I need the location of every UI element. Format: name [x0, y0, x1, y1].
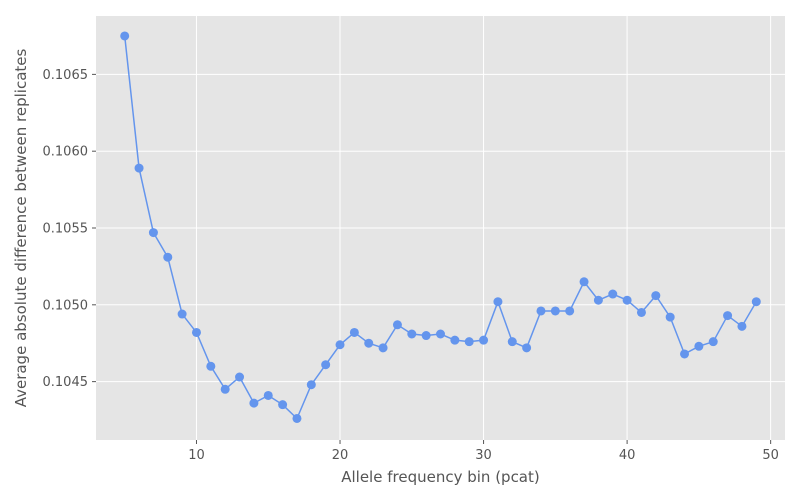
y-tick-label: 0.1055: [43, 222, 89, 237]
data-point: [263, 390, 273, 400]
data-point: [421, 331, 431, 341]
data-point: [593, 295, 603, 305]
data-point: [737, 321, 747, 331]
series-points: [120, 31, 761, 423]
x-tick-label: 10: [188, 448, 205, 463]
data-point: [392, 320, 402, 330]
data-point: [364, 338, 374, 348]
data-point: [622, 295, 632, 305]
y-tick-label: 0.1065: [43, 68, 89, 83]
data-point: [335, 340, 345, 350]
data-point: [450, 335, 460, 345]
data-point: [148, 228, 158, 238]
data-point: [278, 400, 288, 410]
data-point: [321, 360, 331, 370]
data-point: [579, 277, 589, 287]
data-point: [536, 306, 546, 316]
data-point: [163, 252, 173, 262]
data-point: [220, 384, 230, 394]
data-point: [464, 337, 474, 347]
data-point: [292, 413, 302, 423]
data-point: [349, 327, 359, 337]
x-tick-label: 50: [762, 448, 779, 463]
data-point: [708, 337, 718, 347]
y-tick-label: 0.1060: [43, 145, 89, 160]
data-point: [522, 343, 532, 353]
data-point: [723, 311, 733, 321]
data-point: [191, 327, 201, 337]
data-point: [636, 307, 646, 317]
data-point: [507, 337, 517, 347]
x-tick-label: 20: [332, 448, 349, 463]
data-point: [479, 335, 489, 345]
data-point: [306, 380, 316, 390]
y-axis-label: Average absolute difference between repl…: [12, 49, 30, 408]
data-point: [436, 329, 445, 339]
data-point: [206, 361, 216, 371]
data-point: [177, 309, 187, 319]
data-point: [751, 297, 761, 307]
data-point: [694, 341, 704, 351]
tick-labels: 10 20 30 40 50 0.1045 0.1050 0.1055 0.1060 0.1065: [43, 68, 779, 463]
y-tick-label: 0.1045: [43, 375, 89, 390]
data-point: [407, 329, 417, 339]
x-axis-label: Allele frequency bin (pcat): [341, 468, 540, 486]
data-point: [565, 306, 575, 316]
data-point: [608, 289, 618, 299]
data-point: [378, 343, 388, 353]
data-point: [493, 297, 503, 307]
data-point: [235, 372, 245, 382]
grid-lines: [96, 16, 785, 440]
y-tick-label: 0.1050: [43, 298, 89, 313]
data-point: [680, 349, 690, 359]
x-tick-label: 30: [475, 448, 492, 463]
data-point: [249, 398, 259, 408]
data-point: [120, 31, 130, 41]
x-tick-label: 40: [619, 448, 636, 463]
data-point: [665, 312, 675, 322]
data-point: [550, 306, 560, 316]
data-point: [651, 291, 661, 301]
data-point: [134, 163, 144, 173]
